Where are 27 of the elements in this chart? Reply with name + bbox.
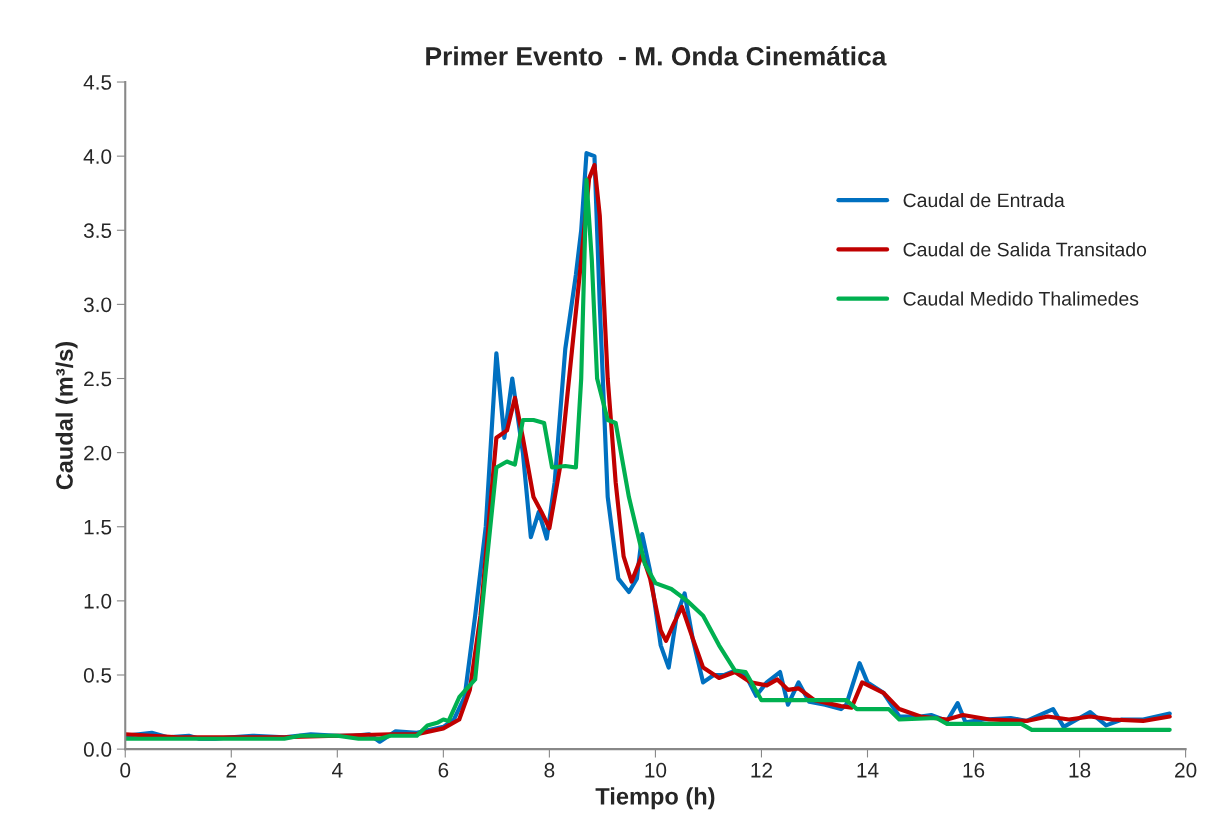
x-tick-label: 18 xyxy=(1069,762,1091,778)
legend-label: Caudal Medido Thalimedes xyxy=(903,291,1139,306)
y-tick-label: 3.0 xyxy=(83,297,112,313)
x-tick-label: 2 xyxy=(226,762,237,778)
x-tick-label: 10 xyxy=(645,762,667,778)
x-tick-label: 0 xyxy=(120,762,131,778)
y-tick-label: 2.5 xyxy=(84,371,112,387)
x-tick-label: 8 xyxy=(544,762,555,778)
y-tick-label: 1.0 xyxy=(84,593,112,609)
x-tick-label: 14 xyxy=(857,763,879,778)
y-tick-label: 0.5 xyxy=(83,668,112,683)
x-tick-label: 20 xyxy=(1175,762,1197,778)
legend-label: Caudal de Salida Transitado xyxy=(903,242,1147,257)
y-tick-label: 1.5 xyxy=(84,519,112,535)
x-axis-title: Tiempo (h) xyxy=(595,787,715,810)
x-tick-label: 12 xyxy=(751,762,772,778)
y-tick-label: 4.5 xyxy=(83,75,112,90)
x-tick-label: 6 xyxy=(438,762,449,778)
y-tick-label: 4.0 xyxy=(83,149,112,164)
y-tick-label: 0.0 xyxy=(83,742,112,757)
x-tick-label: 16 xyxy=(963,762,985,778)
y-tick-label: 3.5 xyxy=(83,223,112,239)
x-tick-label: 4 xyxy=(332,763,343,778)
chart-title: Primer Evento - M. Onda Cinemática xyxy=(426,46,887,66)
y-tick-label: 2.0 xyxy=(84,445,112,461)
legend-label: Caudal de Entrada xyxy=(903,192,1065,208)
y-axis-title: Caudal (m³/s) xyxy=(55,341,78,490)
